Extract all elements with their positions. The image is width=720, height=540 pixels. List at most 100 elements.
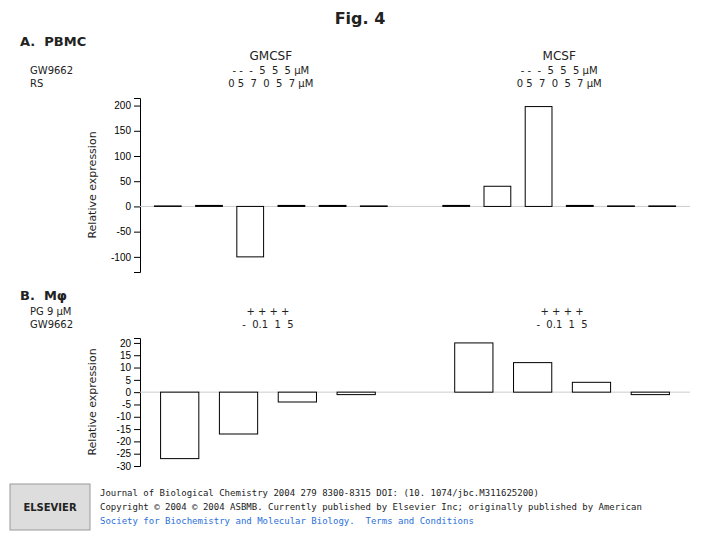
bar	[196, 205, 223, 206]
tick-mark	[134, 392, 140, 393]
tick: 50	[120, 176, 140, 187]
row-label: RS	[30, 78, 43, 89]
y-axis: -30 -25-20-15 -10-505 101520	[117, 338, 141, 472]
bar	[608, 205, 635, 207]
bar	[319, 205, 346, 206]
row-label: GW9662	[30, 319, 73, 330]
row-label: PG 9 μM	[30, 306, 72, 317]
tick-label: 5	[125, 375, 131, 386]
row-value: 0 5 7 0 5 7 μM	[517, 78, 602, 89]
tick-label: 100	[114, 151, 131, 162]
bar	[566, 205, 593, 206]
row-label: GW9662	[30, 65, 73, 76]
tick-mark	[134, 404, 140, 405]
bar	[337, 392, 375, 394]
footer-text: Journal of Biological Chemistry 2004 279…	[100, 488, 539, 498]
tick-mark	[134, 355, 140, 356]
tick-mark	[134, 106, 140, 107]
bar	[161, 392, 199, 458]
row-value: - 0.1 1 5	[536, 319, 587, 330]
row-value: - - - 5 5 5 μM	[232, 65, 309, 76]
tick-label: 10	[120, 362, 132, 373]
tick-label: -20	[117, 436, 132, 447]
tick-mark	[134, 257, 140, 258]
tick-label: -25	[117, 448, 132, 459]
logo-box	[10, 484, 90, 530]
tick-label: 50	[120, 176, 132, 187]
bar	[278, 392, 316, 402]
tick: 200	[114, 100, 140, 111]
tick-mark	[134, 441, 140, 442]
bar	[278, 205, 305, 206]
tick: -50	[117, 226, 140, 237]
tick-label: -10	[117, 411, 132, 422]
tick-mark	[134, 181, 140, 182]
tick-mark	[134, 232, 140, 233]
tick: 0	[125, 201, 140, 212]
tick-label: -30	[117, 461, 132, 472]
tick-label: 0	[125, 387, 131, 398]
y-label: Relative expression	[86, 131, 99, 238]
tick-mark	[134, 417, 140, 418]
group-title: MCSF	[543, 49, 576, 63]
bars	[161, 343, 670, 459]
tick-mark	[134, 429, 140, 430]
y-axis: -100 -50 0 50 100 150 200	[111, 99, 141, 273]
title: Fig. 4	[335, 9, 386, 28]
group-title: GMCSF	[250, 49, 293, 63]
tick-label: 150	[114, 125, 131, 136]
tick-mark	[134, 380, 140, 381]
tick: -30	[117, 461, 140, 472]
tick: -10	[117, 411, 140, 422]
bar	[525, 107, 552, 207]
tick: -5	[122, 399, 140, 410]
footer-text: Society for Biochemistry and Molecular B…	[100, 516, 474, 526]
tick: 150	[114, 125, 140, 136]
tick-mark	[134, 466, 140, 467]
tick: 100	[114, 151, 140, 162]
tick: -25	[117, 448, 140, 459]
tick-mark	[134, 454, 140, 455]
axis-line	[134, 99, 141, 273]
tick-mark	[134, 131, 140, 132]
tick: -100	[111, 252, 140, 263]
panel: A. PBMC -100 -50 0 50 100 150 200 Relative expre…	[20, 34, 690, 273]
row-value: + + + +	[541, 306, 584, 317]
footer-text: Copyright © 2004 © 2004 ASBMB. Currently…	[100, 502, 642, 512]
axis-line	[134, 339, 141, 467]
row-value: 0 5 7 0 5 7 μM	[228, 78, 313, 89]
bar	[237, 206, 264, 256]
tick-label: 20	[120, 338, 132, 349]
tick-mark	[134, 206, 140, 207]
bars	[154, 107, 675, 257]
tick-label: 0	[125, 201, 131, 212]
panel-label: A. PBMC	[20, 34, 86, 49]
tick-mark	[134, 156, 140, 157]
tick: 20	[120, 338, 140, 349]
bar	[455, 343, 493, 392]
panel: B. Mφ -30 -25-20-15 -10-505 101520 Relative e…	[20, 288, 690, 472]
tick-mark	[134, 368, 140, 369]
bar	[360, 205, 387, 207]
row-value: - 0.1 1 5	[242, 319, 293, 330]
row-value: - - - 5 5 5 μM	[521, 65, 598, 76]
zero-line	[140, 206, 690, 207]
bar	[649, 205, 676, 207]
bar	[443, 205, 470, 206]
tick: 5	[125, 375, 140, 386]
y-label: Relative expression	[86, 348, 99, 455]
bar	[514, 363, 552, 393]
bar	[154, 205, 181, 207]
tick-label: -50	[117, 226, 132, 237]
tick: 0	[125, 387, 140, 398]
footer: ELSEVIERJournal of Biological Chemistry …	[10, 484, 642, 530]
panel-label: B. Mφ	[20, 288, 67, 303]
row-value: + + + +	[246, 306, 289, 317]
tick: -20	[117, 436, 140, 447]
tick-label: -100	[111, 252, 131, 263]
tick: 15	[120, 350, 140, 361]
tick-label: 15	[120, 350, 132, 361]
tick: 10	[120, 362, 140, 373]
tick: -15	[117, 424, 140, 435]
bar	[572, 382, 610, 392]
